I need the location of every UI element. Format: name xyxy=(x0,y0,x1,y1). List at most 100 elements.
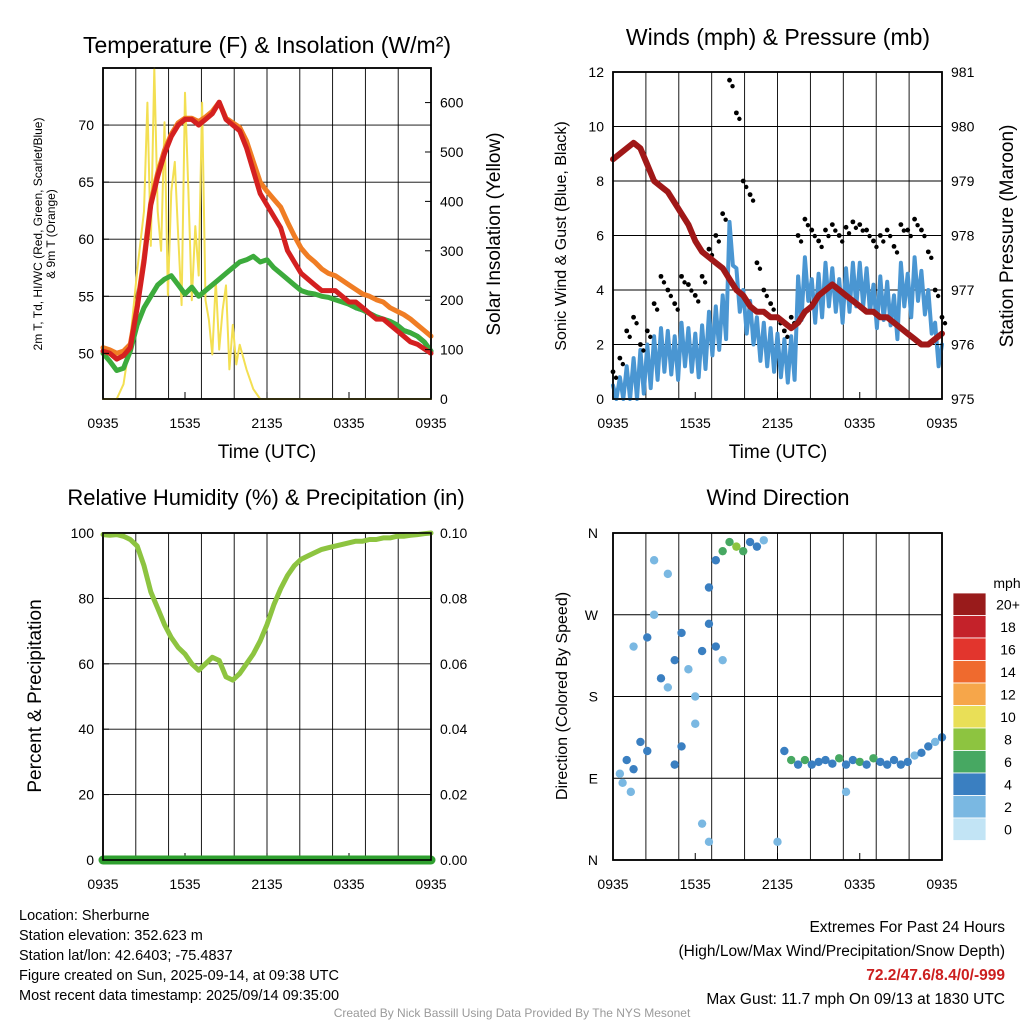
direction-point xyxy=(704,583,714,592)
gust-point xyxy=(638,342,643,347)
gust-point xyxy=(839,239,845,244)
y-tick-label: 60 xyxy=(78,656,94,672)
gust-point xyxy=(627,334,632,340)
y2-tick-label: 981 xyxy=(951,64,975,80)
gust-point xyxy=(692,293,698,298)
direction-point xyxy=(739,546,748,556)
direction-point xyxy=(670,760,679,769)
gust-point xyxy=(912,216,917,222)
direction-point xyxy=(618,778,627,787)
y-tick-label: 8 xyxy=(596,173,604,189)
elevation-text: Station elevation: 352.623 m xyxy=(19,928,203,944)
y2-tick-label: 100 xyxy=(440,342,464,358)
legend-swatch xyxy=(952,750,987,774)
y-tick-label: N xyxy=(588,525,598,541)
y2-tick-label: 979 xyxy=(951,173,975,189)
y-axis-label: Percent & Precipitation xyxy=(25,599,46,792)
gust-point xyxy=(699,273,705,279)
y-tick-label: 65 xyxy=(78,174,94,190)
direction-point xyxy=(725,537,734,547)
gust-point xyxy=(867,233,872,239)
gust-point xyxy=(665,287,671,293)
direction-point xyxy=(793,760,803,769)
gust-point xyxy=(805,222,811,228)
x-tick-label: 0935 xyxy=(597,415,628,431)
direction-point xyxy=(663,569,673,579)
gust-point xyxy=(932,287,938,293)
gust-point xyxy=(644,328,650,334)
gust-point xyxy=(833,228,838,233)
direction-point xyxy=(841,787,851,797)
y2-tick-label: 500 xyxy=(440,144,464,160)
gust-point xyxy=(864,227,870,233)
legend-swatch xyxy=(952,637,987,661)
direction-point xyxy=(636,737,645,747)
gust-point xyxy=(744,184,749,190)
gust-point xyxy=(617,355,623,361)
gust-point xyxy=(877,233,883,238)
extremes-title: Extremes For Past 24 Hours xyxy=(809,919,1005,936)
direction-point xyxy=(917,748,926,758)
gust-point xyxy=(812,233,817,239)
direction-point xyxy=(622,755,631,765)
legend-swatch xyxy=(952,795,987,819)
gust-point xyxy=(702,280,708,285)
y2-tick-label: 0 xyxy=(440,391,448,407)
x-tick-label: 2135 xyxy=(251,415,282,431)
gust-point xyxy=(871,238,876,244)
gust-point xyxy=(651,301,657,307)
y2-tick-label: 0.00 xyxy=(440,852,467,868)
gust-point xyxy=(624,328,630,334)
y-axis-label: 2m T, Td, HI/WC (Red, Green, Scarlet/Blu… xyxy=(31,118,45,351)
y2-tick-label: 300 xyxy=(440,243,464,259)
y2-tick-label: 977 xyxy=(951,282,975,298)
direction-point xyxy=(697,646,707,656)
y-tick-label: N xyxy=(588,852,598,868)
direction-point xyxy=(834,754,844,763)
chart-title: Relative Humidity (%) & Precipitation (i… xyxy=(67,485,464,510)
direction-point xyxy=(910,751,919,760)
direction-point xyxy=(807,760,816,769)
gust-point xyxy=(802,216,808,222)
gust-point xyxy=(915,222,920,228)
y-tick-label: 12 xyxy=(588,64,604,80)
direction-point xyxy=(841,760,851,769)
x-tick-label: 0335 xyxy=(333,415,364,431)
gust-point xyxy=(727,77,732,83)
series-line-sonic-wind xyxy=(611,219,944,401)
gust-point xyxy=(771,307,776,312)
legend-label: 10 xyxy=(1000,709,1016,725)
legend-swatch xyxy=(952,592,987,616)
legend-swatch xyxy=(952,682,987,706)
direction-point xyxy=(732,542,741,551)
legend-label: 4 xyxy=(1004,776,1012,792)
y2-tick-label: 0.04 xyxy=(440,721,467,737)
gust-point xyxy=(901,228,907,233)
x-tick-label: 2135 xyxy=(762,415,793,431)
direction-point xyxy=(704,837,714,847)
direction-point xyxy=(711,642,721,651)
direction-point xyxy=(848,755,858,765)
legend-swatch xyxy=(952,660,987,684)
gust-point xyxy=(905,227,911,233)
y2-tick-label: 0.10 xyxy=(440,525,467,541)
x-tick-label: 2135 xyxy=(251,876,282,892)
extremes-panel: Extremes For Past 24 Hours (High/Low/Max… xyxy=(679,916,1006,1012)
gust-point xyxy=(757,266,763,271)
direction-point xyxy=(903,757,912,767)
direction-point xyxy=(882,760,892,769)
gust-point xyxy=(785,334,790,340)
x-tick-label: 0935 xyxy=(597,876,628,892)
gust-point xyxy=(689,288,694,293)
gust-point xyxy=(730,83,735,89)
gust-point xyxy=(816,238,822,244)
gust-point xyxy=(654,307,660,312)
y-tick-label: 10 xyxy=(588,119,604,135)
chart-title: Winds (mph) & Pressure (mb) xyxy=(626,24,930,50)
y-tick-label: E xyxy=(589,770,598,786)
gust-point xyxy=(826,233,831,239)
gust-point xyxy=(641,348,646,353)
gust-point xyxy=(720,211,726,217)
legend-label: 0 xyxy=(1004,821,1012,837)
